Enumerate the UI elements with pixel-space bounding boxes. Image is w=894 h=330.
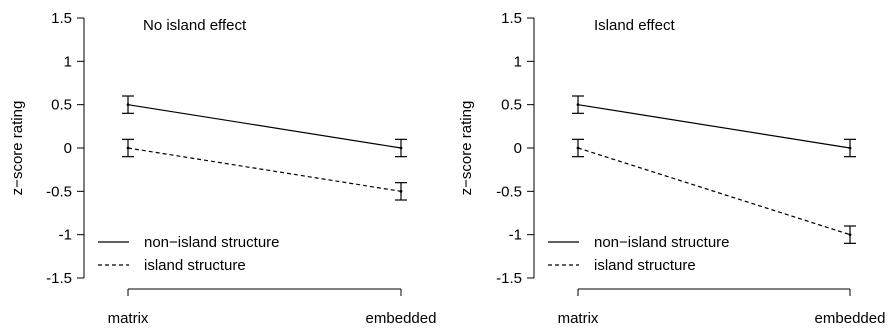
y-tick-label: -1 [59,227,72,244]
data-point [399,189,403,193]
legend-label-1: non−island structure [594,234,730,251]
y-tick-label: -1.5 [496,270,522,287]
data-point [399,146,403,150]
legend-label-2: island structure [144,257,246,274]
data-point [576,146,580,150]
chart-panel-1: 1.5 1 0.5 0 -0.5 -1 -1.5 matrix embedded z−score … [9,10,437,327]
data-point [126,103,130,107]
chart-title: Island effect [594,17,675,34]
y-tick-label: 0.5 [51,97,72,114]
data-point [126,146,130,150]
y-tick-label: 1 [64,53,72,70]
chart-panel-2: 1.5 1 0.5 0 -0.5 -1 -1.5 matrix embedded z−score … [458,10,886,327]
data-point [848,233,852,237]
y-tick-label: 0.5 [501,97,522,114]
data-point [848,146,852,150]
y-axis-title: z−score rating [9,101,26,196]
x-tick-label: matrix [558,310,599,325]
x-tick-label: embedded [815,310,886,325]
y-tick-label: 1 [514,53,522,70]
y-tick-label: 0 [514,140,522,157]
y-tick-label: -1.5 [46,270,72,287]
x-tick-label: matrix [108,310,149,325]
data-point [576,103,580,107]
legend-label-1: non−island structure [144,234,280,251]
y-tick-label: 1.5 [51,10,72,27]
series-line-1 [577,104,851,149]
y-axis-title: z−score rating [458,101,475,196]
series-line-2 [127,147,402,192]
legend-label-2: island structure [594,257,696,274]
y-tick-label: 1.5 [501,10,522,27]
x-tick-label: embedded [366,310,437,325]
series-line-2 [577,147,851,236]
series-line-1 [127,104,402,149]
chart-title: No island effect [143,17,247,34]
y-tick-label: -1 [509,227,522,244]
y-tick-label: 0 [64,140,72,157]
y-tick-label: -0.5 [496,183,522,200]
y-tick-label: -0.5 [46,183,72,200]
